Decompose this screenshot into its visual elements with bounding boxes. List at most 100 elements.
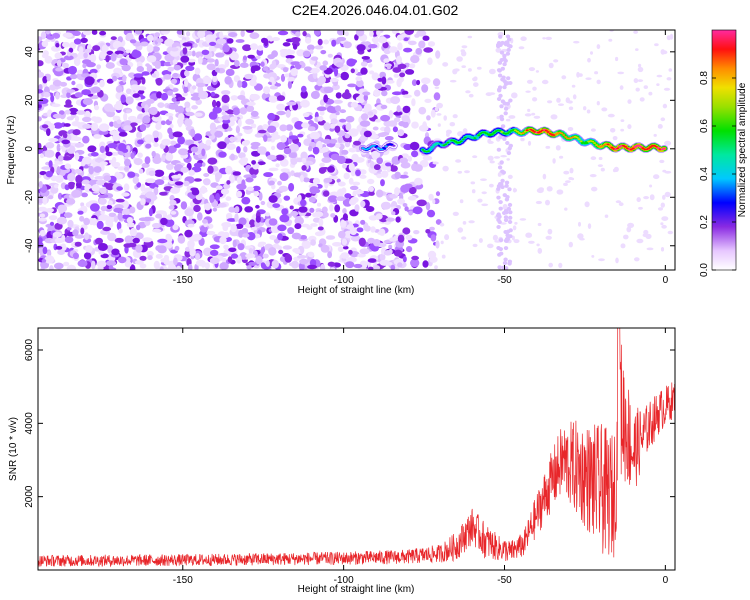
- spectrogram-noise-cell: [634, 257, 640, 262]
- spectrogram-noise-cell: [344, 31, 349, 37]
- spectrogram-noise-cell: [184, 208, 194, 217]
- spectrogram-noise-cell: [155, 253, 163, 259]
- colorbar-tick-label: 0.8: [699, 71, 710, 85]
- spectrogram-noise-cell: [320, 50, 327, 55]
- spectrogram-noise-cell: [299, 60, 305, 66]
- spectrogram-noise-cell: [190, 146, 199, 153]
- spectrogram-noise-cell: [243, 146, 248, 153]
- spectrogram-noise-cell: [363, 222, 369, 231]
- spectrogram-noise-cell: [127, 171, 136, 178]
- spectrogram-noise-cell: [368, 215, 378, 221]
- spectrogram-noise-cell: [545, 235, 552, 240]
- spectrogram-noise-cell: [165, 152, 174, 161]
- spectrogram-noise-cell: [505, 40, 510, 45]
- snr-x-axis-label: Height of straight line (km): [298, 584, 415, 595]
- spectrogram-noise-cell: [444, 234, 450, 241]
- spectrogram-noise-cell: [166, 241, 173, 249]
- spectrogram-noise-cell: [48, 195, 54, 200]
- spectrogram-noise-cell: [360, 219, 366, 225]
- spectrogram-noise-cell: [76, 83, 84, 91]
- spectrogram-noise-cell: [576, 71, 580, 78]
- spectrogram-noise-cell: [305, 192, 312, 198]
- spectrogram-ridge-cell: [392, 144, 396, 147]
- spectrogram-noise-cell: [245, 223, 251, 228]
- spectrogram-y-tick-label: 0: [24, 146, 35, 152]
- spectrogram-noise-cell: [283, 195, 291, 201]
- spectrogram-noise-cell: [99, 30, 107, 36]
- spectrogram-noise-cell: [38, 217, 47, 222]
- spectrogram-noise-cell: [487, 138, 492, 144]
- spectrogram-noise-cell: [507, 259, 513, 264]
- spectrogram-noise-cell: [205, 139, 212, 146]
- spectrogram-y-tick-label: -40: [24, 238, 35, 253]
- spectrogram-ridge-cell: [529, 128, 533, 131]
- spectrogram-noise-cell: [228, 247, 237, 253]
- spectrogram-noise-cell: [571, 84, 576, 88]
- spectrogram-noise-cell: [194, 112, 203, 117]
- spectrogram-noise-cell: [406, 246, 413, 253]
- spectrogram-noise-cell: [206, 230, 216, 236]
- spectrogram-noise-cell: [262, 253, 269, 259]
- spectrogram-noise-cell: [504, 237, 510, 241]
- spectrogram-noise-cell: [95, 179, 107, 186]
- colorbar-gradient: [711, 29, 737, 271]
- spectrogram-noise-cell: [349, 185, 359, 191]
- spectrogram-noise-cell: [353, 263, 363, 269]
- spectrogram-noise-cell: [386, 65, 391, 70]
- spectrogram-noise-cell: [414, 177, 423, 186]
- spectrogram-noise-cell: [391, 211, 396, 216]
- spectrogram-noise-cell: [404, 37, 409, 42]
- spectrogram-noise-cell: [590, 51, 593, 55]
- spectrogram-noise-cell: [561, 75, 567, 80]
- spectrogram-noise-cell: [61, 62, 69, 69]
- spectrogram-noise-cell: [116, 186, 123, 191]
- spectrogram-noise-cell: [190, 128, 196, 138]
- spectrogram-noise-cell: [328, 175, 338, 180]
- spectrogram-noise-cell: [564, 207, 568, 211]
- spectrogram-noise-cell: [422, 121, 427, 130]
- spectrogram-noise-cell: [120, 94, 126, 103]
- spectrogram-noise-cell: [255, 215, 261, 223]
- snr-y-tick-label: 2000: [24, 485, 35, 508]
- spectrogram-noise-cell: [151, 73, 157, 78]
- spectrogram-noise-cell: [82, 179, 90, 185]
- spectrogram-noise-cell: [62, 32, 73, 38]
- spectrogram-noise-cell: [462, 128, 468, 134]
- spectrogram-noise-cell: [306, 225, 313, 230]
- spectrogram-noise-cell: [341, 92, 352, 100]
- spectrogram-noise-cell: [302, 50, 311, 58]
- spectrogram-noise-cell: [362, 91, 371, 96]
- spectrogram-noise-cell: [354, 34, 359, 41]
- spectrogram-noise-cell: [633, 30, 638, 34]
- spectrogram-noise-cell: [246, 30, 254, 33]
- spectrogram-noise-cell: [168, 103, 178, 110]
- spectrogram-noise-cell: [343, 172, 350, 180]
- spectrogram-noise-cell: [276, 95, 286, 102]
- spectrogram-noise-cell: [53, 262, 64, 270]
- spectrogram-noise-cell: [477, 198, 483, 203]
- spectrogram-noise-cell: [121, 64, 131, 72]
- spectrogram-ridge-cell: [430, 146, 434, 149]
- spectrogram-noise-cell: [303, 177, 310, 183]
- spectrogram-noise-cell: [597, 164, 604, 168]
- spectrogram-noise-cell: [250, 43, 258, 50]
- spectrogram-noise-cell: [246, 265, 252, 270]
- spectrogram-noise-cell: [53, 184, 59, 189]
- spectrogram-noise-cell: [246, 101, 256, 107]
- spectrogram-noise-cell: [664, 170, 672, 174]
- spectrogram-noise-cell: [216, 38, 227, 45]
- spectrogram-noise-cell: [269, 235, 277, 240]
- spectrogram-noise-cell: [558, 262, 563, 268]
- spectrogram-noise-cell: [493, 156, 501, 159]
- spectrogram-noise-cell: [590, 128, 596, 132]
- spectrogram-noise-cell: [441, 254, 446, 259]
- spectrogram-noise-cell: [332, 242, 342, 247]
- spectrogram-noise-cell: [330, 213, 336, 218]
- spectrogram-noise-cell: [267, 54, 276, 60]
- spectrogram-noise-cell: [411, 79, 418, 86]
- spectrogram-noise-cell: [54, 237, 64, 244]
- spectrogram-noise-cell: [243, 139, 251, 145]
- spectrogram-noise-cell: [664, 140, 672, 146]
- spectrogram-noise-cell: [359, 169, 367, 175]
- spectrogram-noise-cell: [201, 49, 210, 55]
